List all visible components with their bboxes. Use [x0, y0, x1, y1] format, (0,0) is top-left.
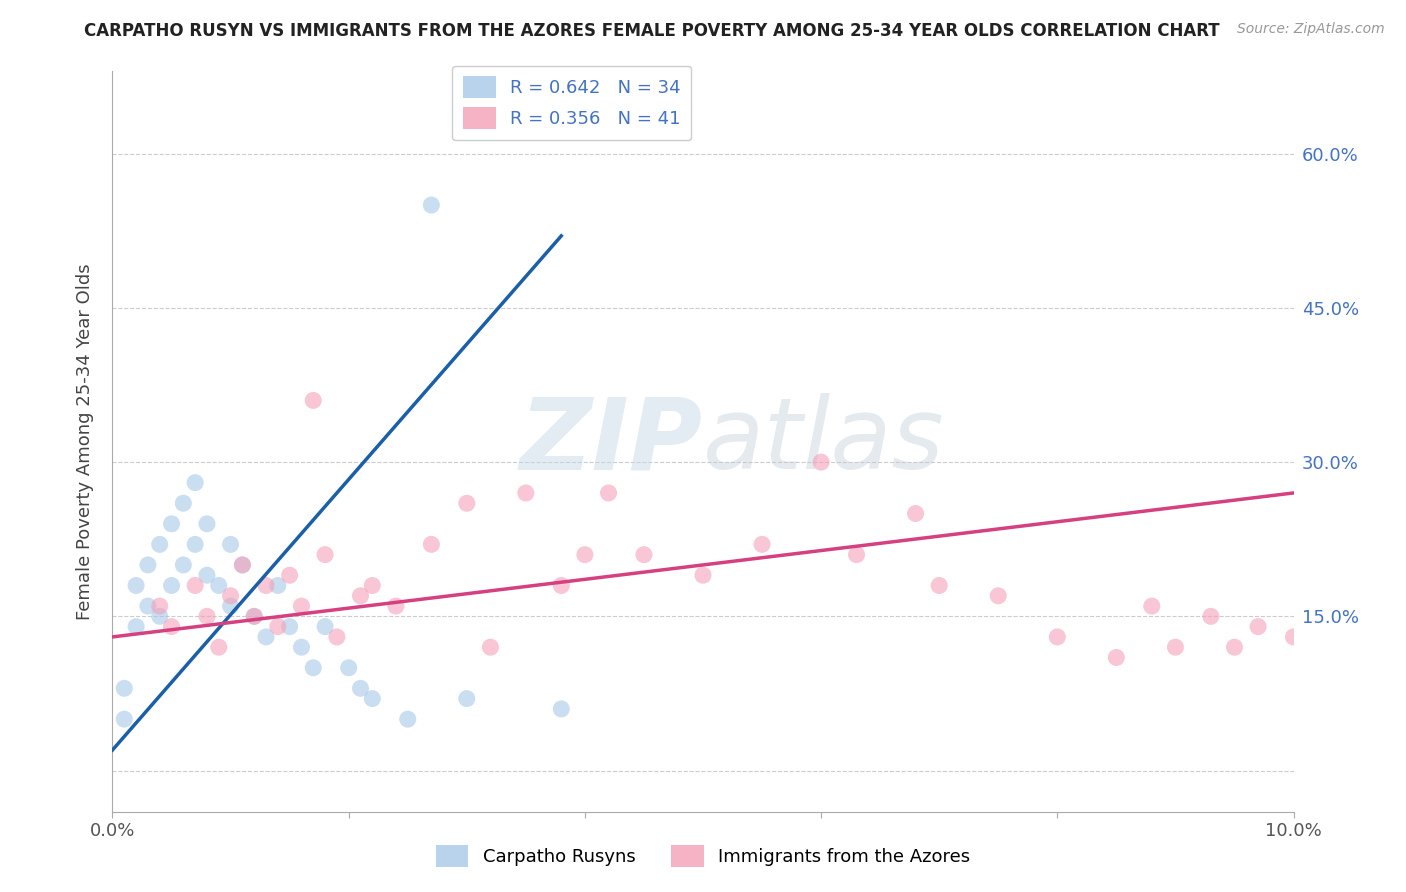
Point: [125, 620, 148, 634]
Point: [361, 691, 384, 706]
Point: [904, 507, 927, 521]
Point: [1164, 640, 1187, 655]
Point: [219, 589, 242, 603]
Point: [810, 455, 832, 469]
Point: [254, 630, 277, 644]
Point: [184, 475, 207, 490]
Point: [160, 620, 183, 634]
Point: [149, 609, 172, 624]
Point: [243, 609, 266, 624]
Point: [208, 578, 231, 592]
Point: [396, 712, 419, 726]
Point: [125, 578, 148, 592]
Point: [195, 516, 218, 531]
Point: [290, 599, 312, 613]
Point: [231, 558, 253, 572]
Point: [219, 537, 242, 551]
Y-axis label: Female Poverty Among 25-34 Year Olds: Female Poverty Among 25-34 Year Olds: [76, 263, 94, 620]
Point: [314, 548, 336, 562]
Point: [112, 712, 135, 726]
Point: [195, 609, 218, 624]
Point: [349, 681, 371, 696]
Point: [987, 589, 1010, 603]
Point: [1140, 599, 1163, 613]
Point: [136, 558, 159, 572]
Point: [278, 568, 301, 582]
Point: [243, 609, 266, 624]
Point: [184, 537, 207, 551]
Point: [928, 578, 950, 592]
Point: [420, 198, 443, 212]
Point: [1223, 640, 1246, 655]
Point: [314, 620, 336, 634]
Point: [751, 537, 773, 551]
Point: [337, 661, 360, 675]
Legend: R = 0.642   N = 34, R = 0.356   N = 41: R = 0.642 N = 34, R = 0.356 N = 41: [453, 66, 692, 140]
Point: [160, 578, 183, 592]
Point: [633, 548, 655, 562]
Legend: Carpatho Rusyns, Immigrants from the Azores: Carpatho Rusyns, Immigrants from the Azo…: [429, 838, 977, 874]
Point: [172, 558, 194, 572]
Point: [267, 578, 290, 592]
Point: [326, 630, 349, 644]
Point: [195, 568, 218, 582]
Point: [456, 496, 478, 510]
Point: [172, 496, 194, 510]
Point: [302, 661, 325, 675]
Point: [574, 548, 596, 562]
Point: [208, 640, 231, 655]
Point: [550, 702, 572, 716]
Text: Source: ZipAtlas.com: Source: ZipAtlas.com: [1237, 22, 1385, 37]
Point: [349, 589, 371, 603]
Point: [1105, 650, 1128, 665]
Point: [1046, 630, 1069, 644]
Point: [231, 558, 253, 572]
Point: [479, 640, 502, 655]
Point: [267, 620, 290, 634]
Point: [254, 578, 277, 592]
Point: [385, 599, 408, 613]
Text: atlas: atlas: [703, 393, 945, 490]
Point: [692, 568, 714, 582]
Point: [184, 578, 207, 592]
Point: [302, 393, 325, 408]
Point: [149, 537, 172, 551]
Point: [361, 578, 384, 592]
Point: [550, 578, 572, 592]
Text: CARPATHO RUSYN VS IMMIGRANTS FROM THE AZORES FEMALE POVERTY AMONG 25-34 YEAR OLD: CARPATHO RUSYN VS IMMIGRANTS FROM THE AZ…: [84, 22, 1220, 40]
Point: [515, 486, 537, 500]
Point: [219, 599, 242, 613]
Point: [136, 599, 159, 613]
Point: [278, 620, 301, 634]
Point: [290, 640, 312, 655]
Point: [598, 486, 620, 500]
Point: [1247, 620, 1270, 634]
Point: [112, 681, 135, 696]
Point: [1199, 609, 1222, 624]
Point: [420, 537, 443, 551]
Point: [149, 599, 172, 613]
Text: ZIP: ZIP: [520, 393, 703, 490]
Point: [845, 548, 868, 562]
Point: [456, 691, 478, 706]
Point: [1282, 630, 1305, 644]
Point: [160, 516, 183, 531]
